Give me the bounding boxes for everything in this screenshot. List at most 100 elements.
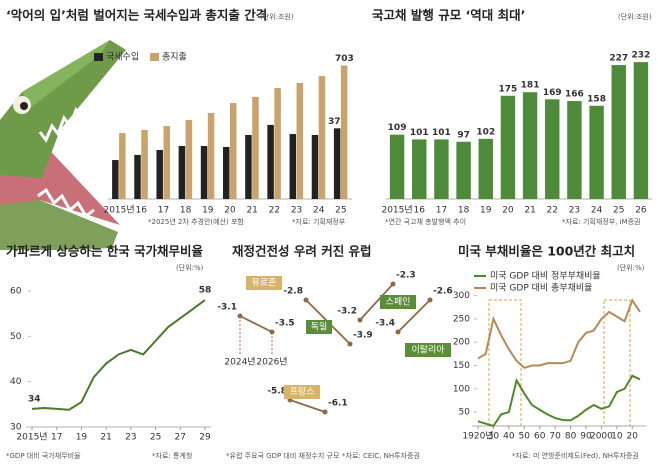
data-label: 227 [609, 54, 628, 64]
chart-title: 미국 부채비율은 100년간 최고치 [458, 244, 635, 259]
legend-label: 총지출 [162, 52, 187, 63]
y-tick-label: 100 [453, 384, 470, 394]
y-tick-label: 250 [453, 314, 470, 324]
x-label: 2026년 [256, 357, 287, 368]
data-label: -3.5 [275, 319, 295, 329]
data-label: -2.8 [283, 287, 303, 297]
x-tick-label: 90 [580, 432, 592, 442]
x-tick-label: 21 [524, 206, 535, 216]
y-tick-label: 150 [453, 361, 470, 371]
slope-point [269, 329, 275, 335]
x-label: 2024년 [224, 357, 255, 368]
x-tick-label: 1920년 [462, 431, 493, 442]
x-tick-label: 40 [503, 432, 515, 442]
slope-point [427, 297, 433, 303]
bar [163, 126, 170, 199]
label-box [380, 295, 416, 309]
bar [245, 134, 252, 199]
legend-label: 국세수입 [106, 51, 139, 63]
series-label: 스페인 [386, 297, 411, 308]
data-label: 181 [521, 81, 540, 91]
data-label: 169 [543, 88, 562, 98]
bar [296, 82, 304, 199]
x-tick-label: 16 [136, 206, 148, 216]
bar [611, 65, 626, 199]
bar [522, 92, 538, 199]
x-tick-label: 50 [519, 432, 531, 442]
x-tick-label: 17 [158, 206, 169, 216]
data-label: 158 [587, 94, 606, 104]
chart-title: 국고채 발행 규모 ‘역대 최대’ [372, 8, 525, 23]
bar [223, 146, 230, 199]
x-tick-label: 23 [125, 433, 136, 443]
x-tick-label: 2015년 [381, 205, 412, 216]
data-label: 102 [476, 127, 495, 137]
bar [589, 105, 604, 199]
note: *자료: 기획재정부, iM증권 [562, 217, 640, 226]
slope-point [390, 281, 396, 287]
bar [340, 65, 348, 200]
x-tick-label: 2000 [590, 432, 613, 442]
series-label: 유로존 [252, 278, 277, 289]
x-tick-label: 24 [313, 206, 325, 216]
data-label: 166 [565, 90, 584, 100]
data-label: -3.2 [337, 307, 357, 317]
x-tick-label: 22 [547, 206, 558, 216]
x-tick-label: 70 [549, 432, 561, 442]
bar [156, 149, 163, 199]
note: *자료: CEIC, NH투자증권 [342, 451, 420, 460]
series-label: 이탈리아 [411, 345, 445, 356]
note: *연간 국고채 총발행액 추이 [385, 217, 466, 226]
unit-label: (단위:%) [617, 263, 645, 272]
slope-line [397, 299, 431, 333]
legend-swatch [94, 53, 103, 61]
bar [134, 154, 141, 199]
bar [230, 103, 237, 199]
slope-point [347, 341, 353, 347]
note: *2025년 2차 추경안(예산) 포함 [148, 217, 244, 226]
y-tick-label: 60 [10, 287, 22, 297]
chart-title: ‘악어의 입’처럼 벌어지는 국세수입과 총지출 간격 [6, 8, 267, 23]
y-tick-label: 300 [453, 291, 470, 301]
series-label: 독일 [311, 322, 328, 333]
data-label: 232 [632, 51, 651, 61]
x-tick-label: 24 [591, 206, 603, 216]
slope-point [237, 313, 243, 319]
x-tick-label: 23 [569, 206, 580, 216]
bar [185, 119, 193, 199]
x-tick-label: 25 [335, 206, 346, 216]
slope-point [395, 329, 401, 335]
bar [633, 62, 649, 200]
bar [267, 124, 274, 199]
data-label: 703 [335, 54, 354, 64]
slope-point [303, 297, 309, 303]
x-tick-label: 17 [436, 206, 447, 216]
note: *유럽 주요국 GDP 대비 재정수지 규모 [226, 451, 340, 460]
x-tick-label: 60 [534, 432, 546, 442]
bar [200, 145, 208, 199]
legend-label: 미국 GDP 대비 정부부채비율 [490, 271, 601, 282]
slope-point [357, 317, 363, 323]
x-tick-label: 21 [246, 206, 257, 216]
x-tick-label: 23 [291, 206, 302, 216]
x-tick-label: 25 [613, 206, 624, 216]
x-tick-label: 19 [202, 206, 214, 216]
data-label: 101 [410, 128, 429, 138]
bar [389, 134, 405, 199]
y-tick-label: 200 [453, 338, 470, 348]
bar [500, 95, 516, 199]
x-tick-label: 18 [180, 206, 192, 216]
y-tick-label: 50 [10, 332, 22, 342]
bar [434, 139, 449, 199]
bar [412, 139, 427, 199]
x-tick-label: 19 [76, 433, 88, 443]
label-box [284, 385, 320, 399]
data-label: 109 [388, 123, 407, 133]
bar [311, 134, 319, 199]
data-label: 34 [28, 394, 41, 404]
label-box [306, 320, 332, 334]
slope-point [322, 409, 328, 415]
x-tick-label: 2015년 [16, 432, 47, 443]
bar [456, 141, 471, 199]
